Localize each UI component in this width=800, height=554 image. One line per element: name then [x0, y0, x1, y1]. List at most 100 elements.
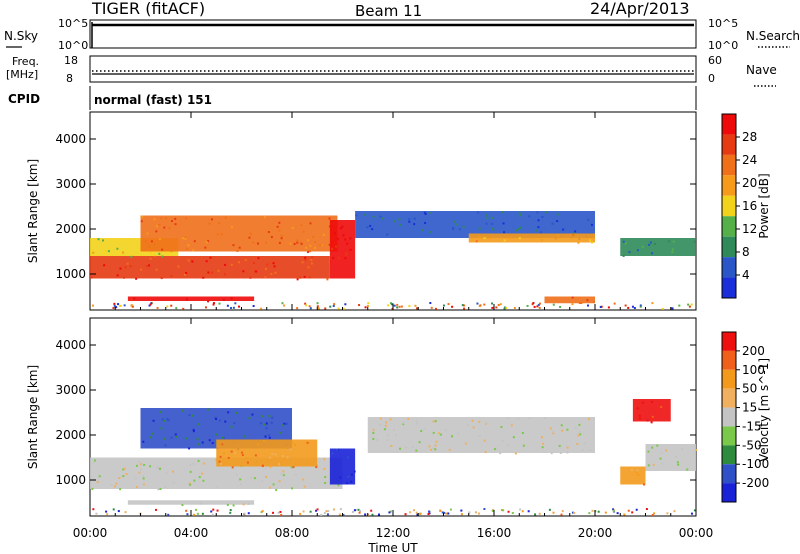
velocity-echo-cell	[235, 473, 238, 476]
velocity-colorbar: 200 100 50 15 -15 -50 -100 -200	[721, 331, 769, 503]
velocity-echo-cell	[337, 484, 340, 487]
power-echo-cell	[187, 259, 190, 262]
power-echo-cell	[491, 222, 494, 225]
cpid-panel: CPID normal (fast) 151	[8, 86, 697, 110]
power-echo-cell	[672, 240, 675, 243]
velocity-near-range-cell	[666, 512, 669, 515]
velocity-echo-cell	[188, 447, 191, 450]
power-near-range-cell	[393, 304, 396, 307]
velocity-echo-cell	[159, 487, 162, 490]
power-echo-cell	[308, 250, 311, 253]
velocity-echo-cell	[184, 437, 187, 440]
power-echo-cell	[257, 242, 260, 245]
velocity-echo-cell	[191, 414, 194, 417]
velocity-near-range-cell	[364, 513, 367, 516]
velocity-echo-cell	[214, 417, 217, 420]
power-echo-cell	[223, 273, 226, 276]
velocity-near-range-cell	[552, 511, 555, 514]
velocity-echo-cell	[151, 432, 154, 435]
power-echo-cell	[237, 261, 240, 264]
power-echo-cell	[539, 231, 542, 234]
power-echo-cell	[551, 222, 554, 225]
velocity-echo-cell	[478, 420, 481, 423]
power-echo-cell	[249, 276, 252, 279]
power-near-range-cell	[212, 302, 215, 305]
power-echo-cell	[274, 271, 277, 274]
power-echo-cell	[398, 218, 401, 221]
power-echo-cell	[518, 237, 521, 240]
velocity-near-range-cell	[527, 510, 530, 513]
velocity-near-range-cell	[155, 508, 158, 511]
power-echo-band	[127, 296, 255, 301]
power-near-range-cell	[113, 304, 116, 307]
velocity-echo-cell	[250, 476, 253, 479]
velocity-echo-cell	[695, 449, 698, 452]
velocity-echo-cell	[289, 448, 292, 451]
time-xtick-label: 00:00	[73, 526, 108, 540]
power-echo-cell	[310, 262, 313, 265]
velocity-echo-band	[367, 417, 595, 453]
velocity-echo-cell	[302, 478, 305, 481]
power-colorbar-tick: 8	[742, 245, 750, 259]
velocity-near-range-cell	[243, 512, 246, 515]
power-near-range-cell	[232, 306, 235, 309]
velocity-echo-cell	[282, 424, 285, 427]
power-near-range-cell	[238, 305, 241, 308]
velocity-near-range-cell	[388, 511, 391, 514]
power-near-range-cell	[538, 306, 541, 309]
velocity-echo-cell	[395, 434, 398, 437]
velocity-echo-cell	[270, 421, 273, 424]
velocity-near-range-cell	[519, 508, 522, 511]
power-echo-cell	[135, 277, 138, 280]
velocity-echo-cell	[646, 419, 649, 422]
velocity-echo-cell	[215, 433, 218, 436]
velocity-echo-cell	[119, 488, 122, 491]
velocity-near-range-cell	[326, 513, 329, 516]
power-near-range-cell	[463, 307, 466, 310]
velocity-near-range-cell	[491, 509, 494, 512]
power-echo-cell	[265, 241, 268, 244]
power-echo-cell	[592, 300, 595, 303]
power-near-range-cell	[537, 303, 540, 306]
power-echo-cell	[185, 271, 188, 274]
velocity-colorbar-tick: 50	[742, 382, 757, 396]
velocity-echo-cell	[282, 470, 285, 473]
power-near-range-cell	[396, 303, 399, 306]
velocity-near-range-cell	[299, 512, 302, 515]
velocity-echo-cell	[161, 418, 164, 421]
power-echo-cell	[302, 230, 305, 233]
noise-panel: N.Sky 10^5 10^0 10^5 10^0 N.Search	[4, 17, 800, 52]
velocity-echo-cell	[566, 428, 569, 431]
velocity-echo-cell	[652, 463, 655, 466]
power-echo-band	[90, 256, 330, 279]
velocity-echo-cell	[415, 449, 418, 452]
velocity-echo-cell	[660, 406, 663, 409]
power-echo-cell	[491, 216, 494, 219]
velocity-echo-cell	[265, 422, 268, 425]
power-near-range-cell	[316, 302, 319, 305]
power-near-range-cell	[416, 307, 419, 310]
power-colorbar: 28 24 20 16 12 8 4	[721, 113, 757, 299]
velocity-echo-cell	[197, 459, 200, 462]
velocity-echo-cell	[315, 466, 318, 469]
velocity-near-range-cell	[483, 508, 486, 511]
power-echo-cell	[667, 240, 670, 243]
power-echo-cell	[153, 218, 156, 221]
power-echo-band	[140, 215, 338, 252]
power-echo-cell	[671, 248, 674, 251]
velocity-echo-cell	[271, 452, 274, 455]
velocity-echo-cell	[637, 473, 640, 476]
velocity-echo-cell	[189, 483, 192, 486]
power-echo-cell	[242, 270, 245, 273]
power-echo-cell	[208, 222, 211, 225]
power-echo-cell	[97, 238, 100, 241]
power-near-range-cell	[687, 303, 690, 306]
power-near-range-cell	[532, 302, 535, 305]
velocity-echo-cell	[517, 418, 520, 421]
power-echo-cell	[314, 246, 317, 249]
power-echo-cell	[280, 237, 283, 240]
velocity-echo-cell	[501, 440, 504, 443]
power-echo-cell	[248, 236, 251, 239]
velocity-echo-cell	[647, 464, 650, 467]
power-echo-cell	[161, 255, 164, 258]
